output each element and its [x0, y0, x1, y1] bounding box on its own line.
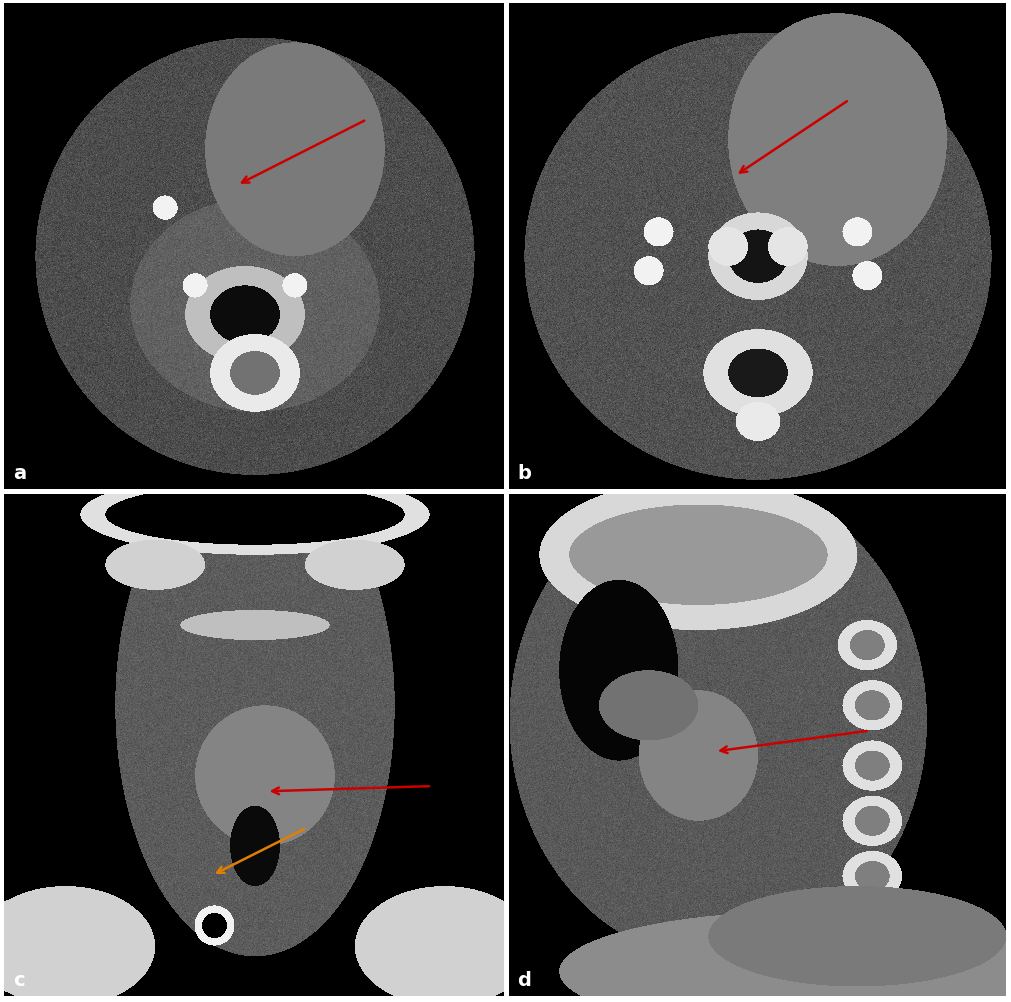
- Text: a: a: [13, 464, 26, 483]
- Text: b: b: [517, 464, 531, 483]
- Text: c: c: [13, 970, 24, 989]
- Text: d: d: [517, 970, 531, 989]
